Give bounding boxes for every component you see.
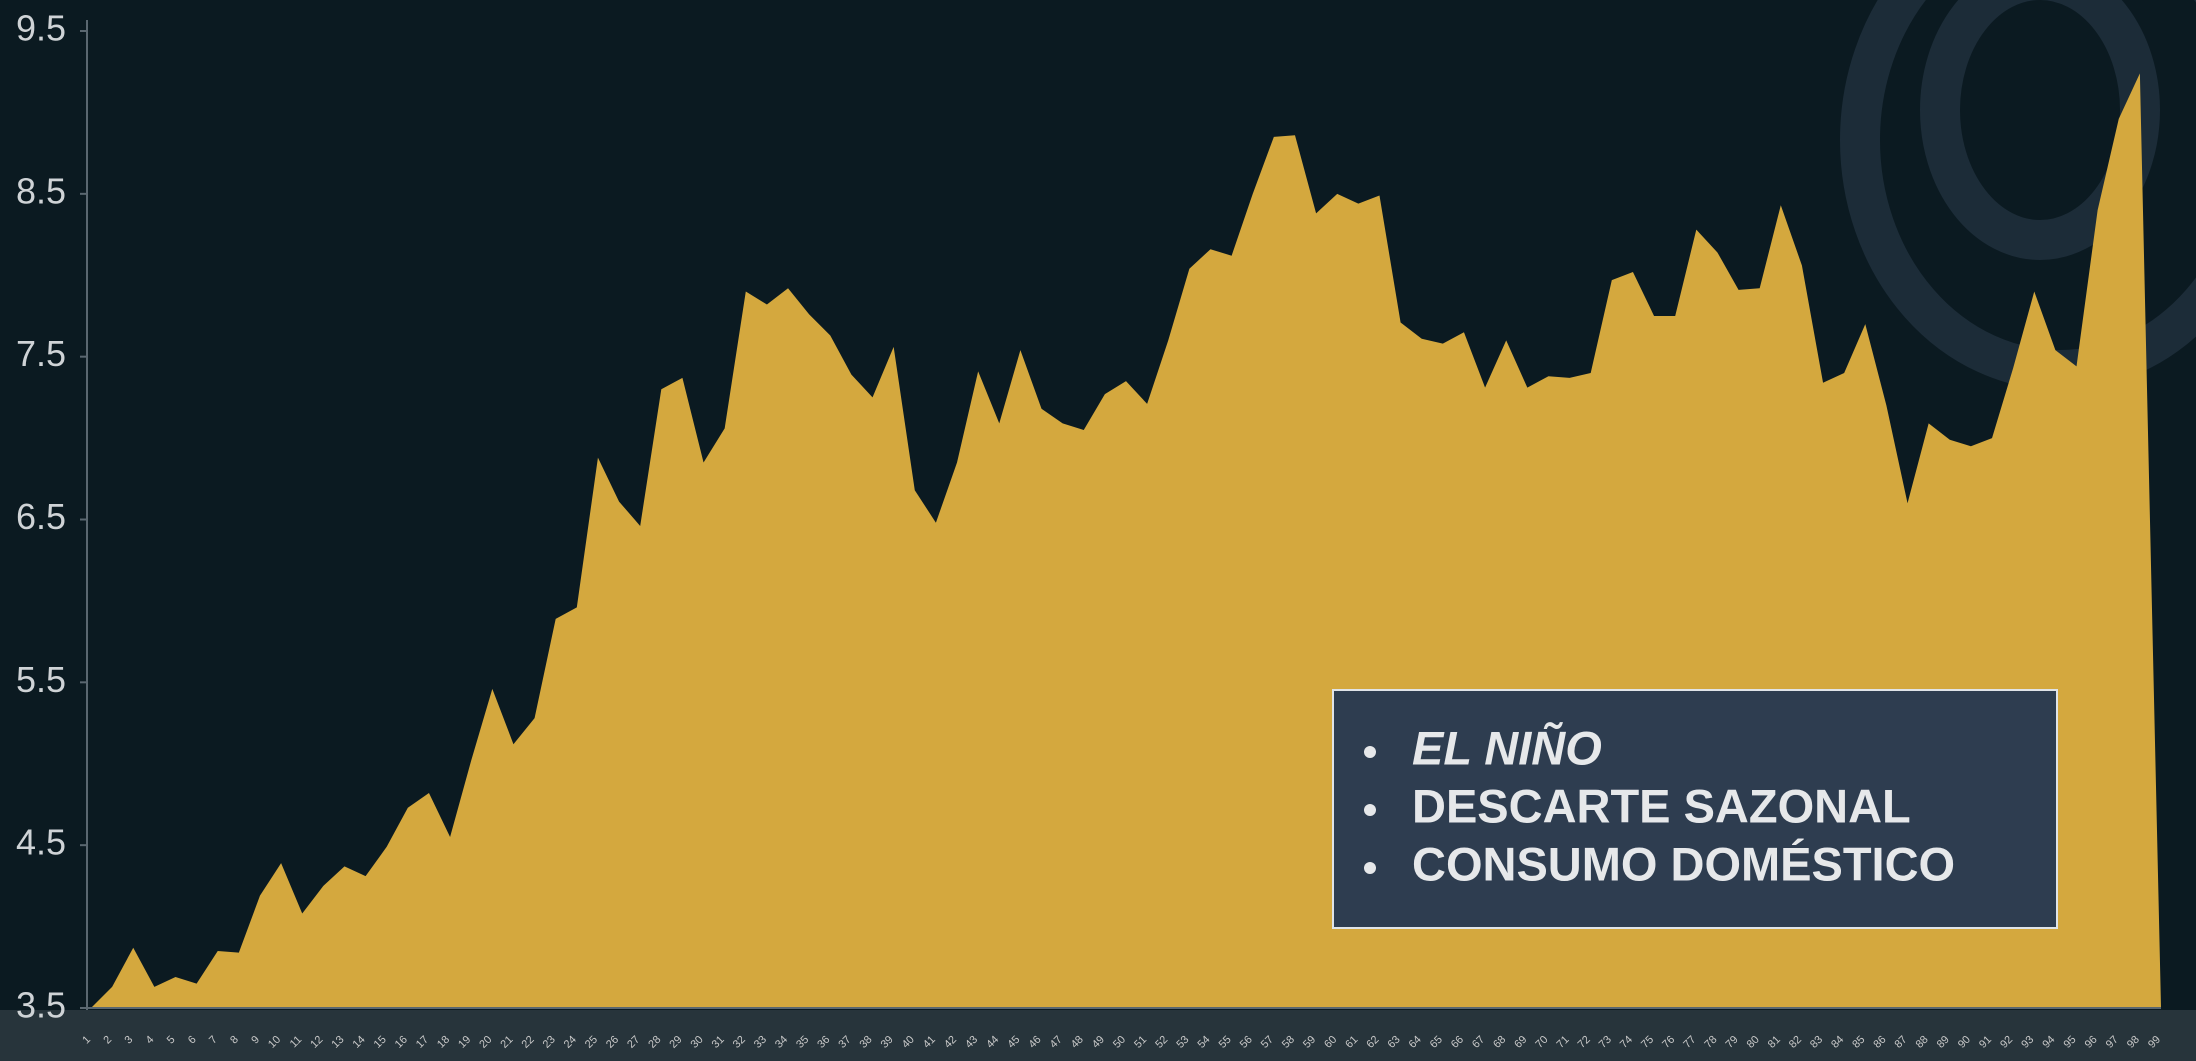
- y-tick-label: 5.5: [16, 659, 66, 700]
- annotation: EL NIÑO: [1412, 721, 1602, 774]
- y-tick-label: 4.5: [16, 822, 66, 863]
- note-box: [1332, 689, 2058, 929]
- y-tick-label: 9.5: [16, 8, 66, 49]
- bullet: [1364, 804, 1376, 816]
- y-tick-label: 6.5: [16, 496, 66, 537]
- annotation: DESCARTE SAZONAL: [1412, 779, 1911, 832]
- bottom-strip: [0, 1010, 2196, 1061]
- y-tick-label: 3.5: [16, 985, 66, 1026]
- bullet: [1364, 862, 1376, 874]
- annotation: CONSUMO DOMÉSTICO: [1412, 837, 1955, 890]
- y-tick-label: 7.5: [16, 333, 66, 374]
- bullet: [1364, 746, 1376, 758]
- y-tick-label: 8.5: [16, 170, 66, 211]
